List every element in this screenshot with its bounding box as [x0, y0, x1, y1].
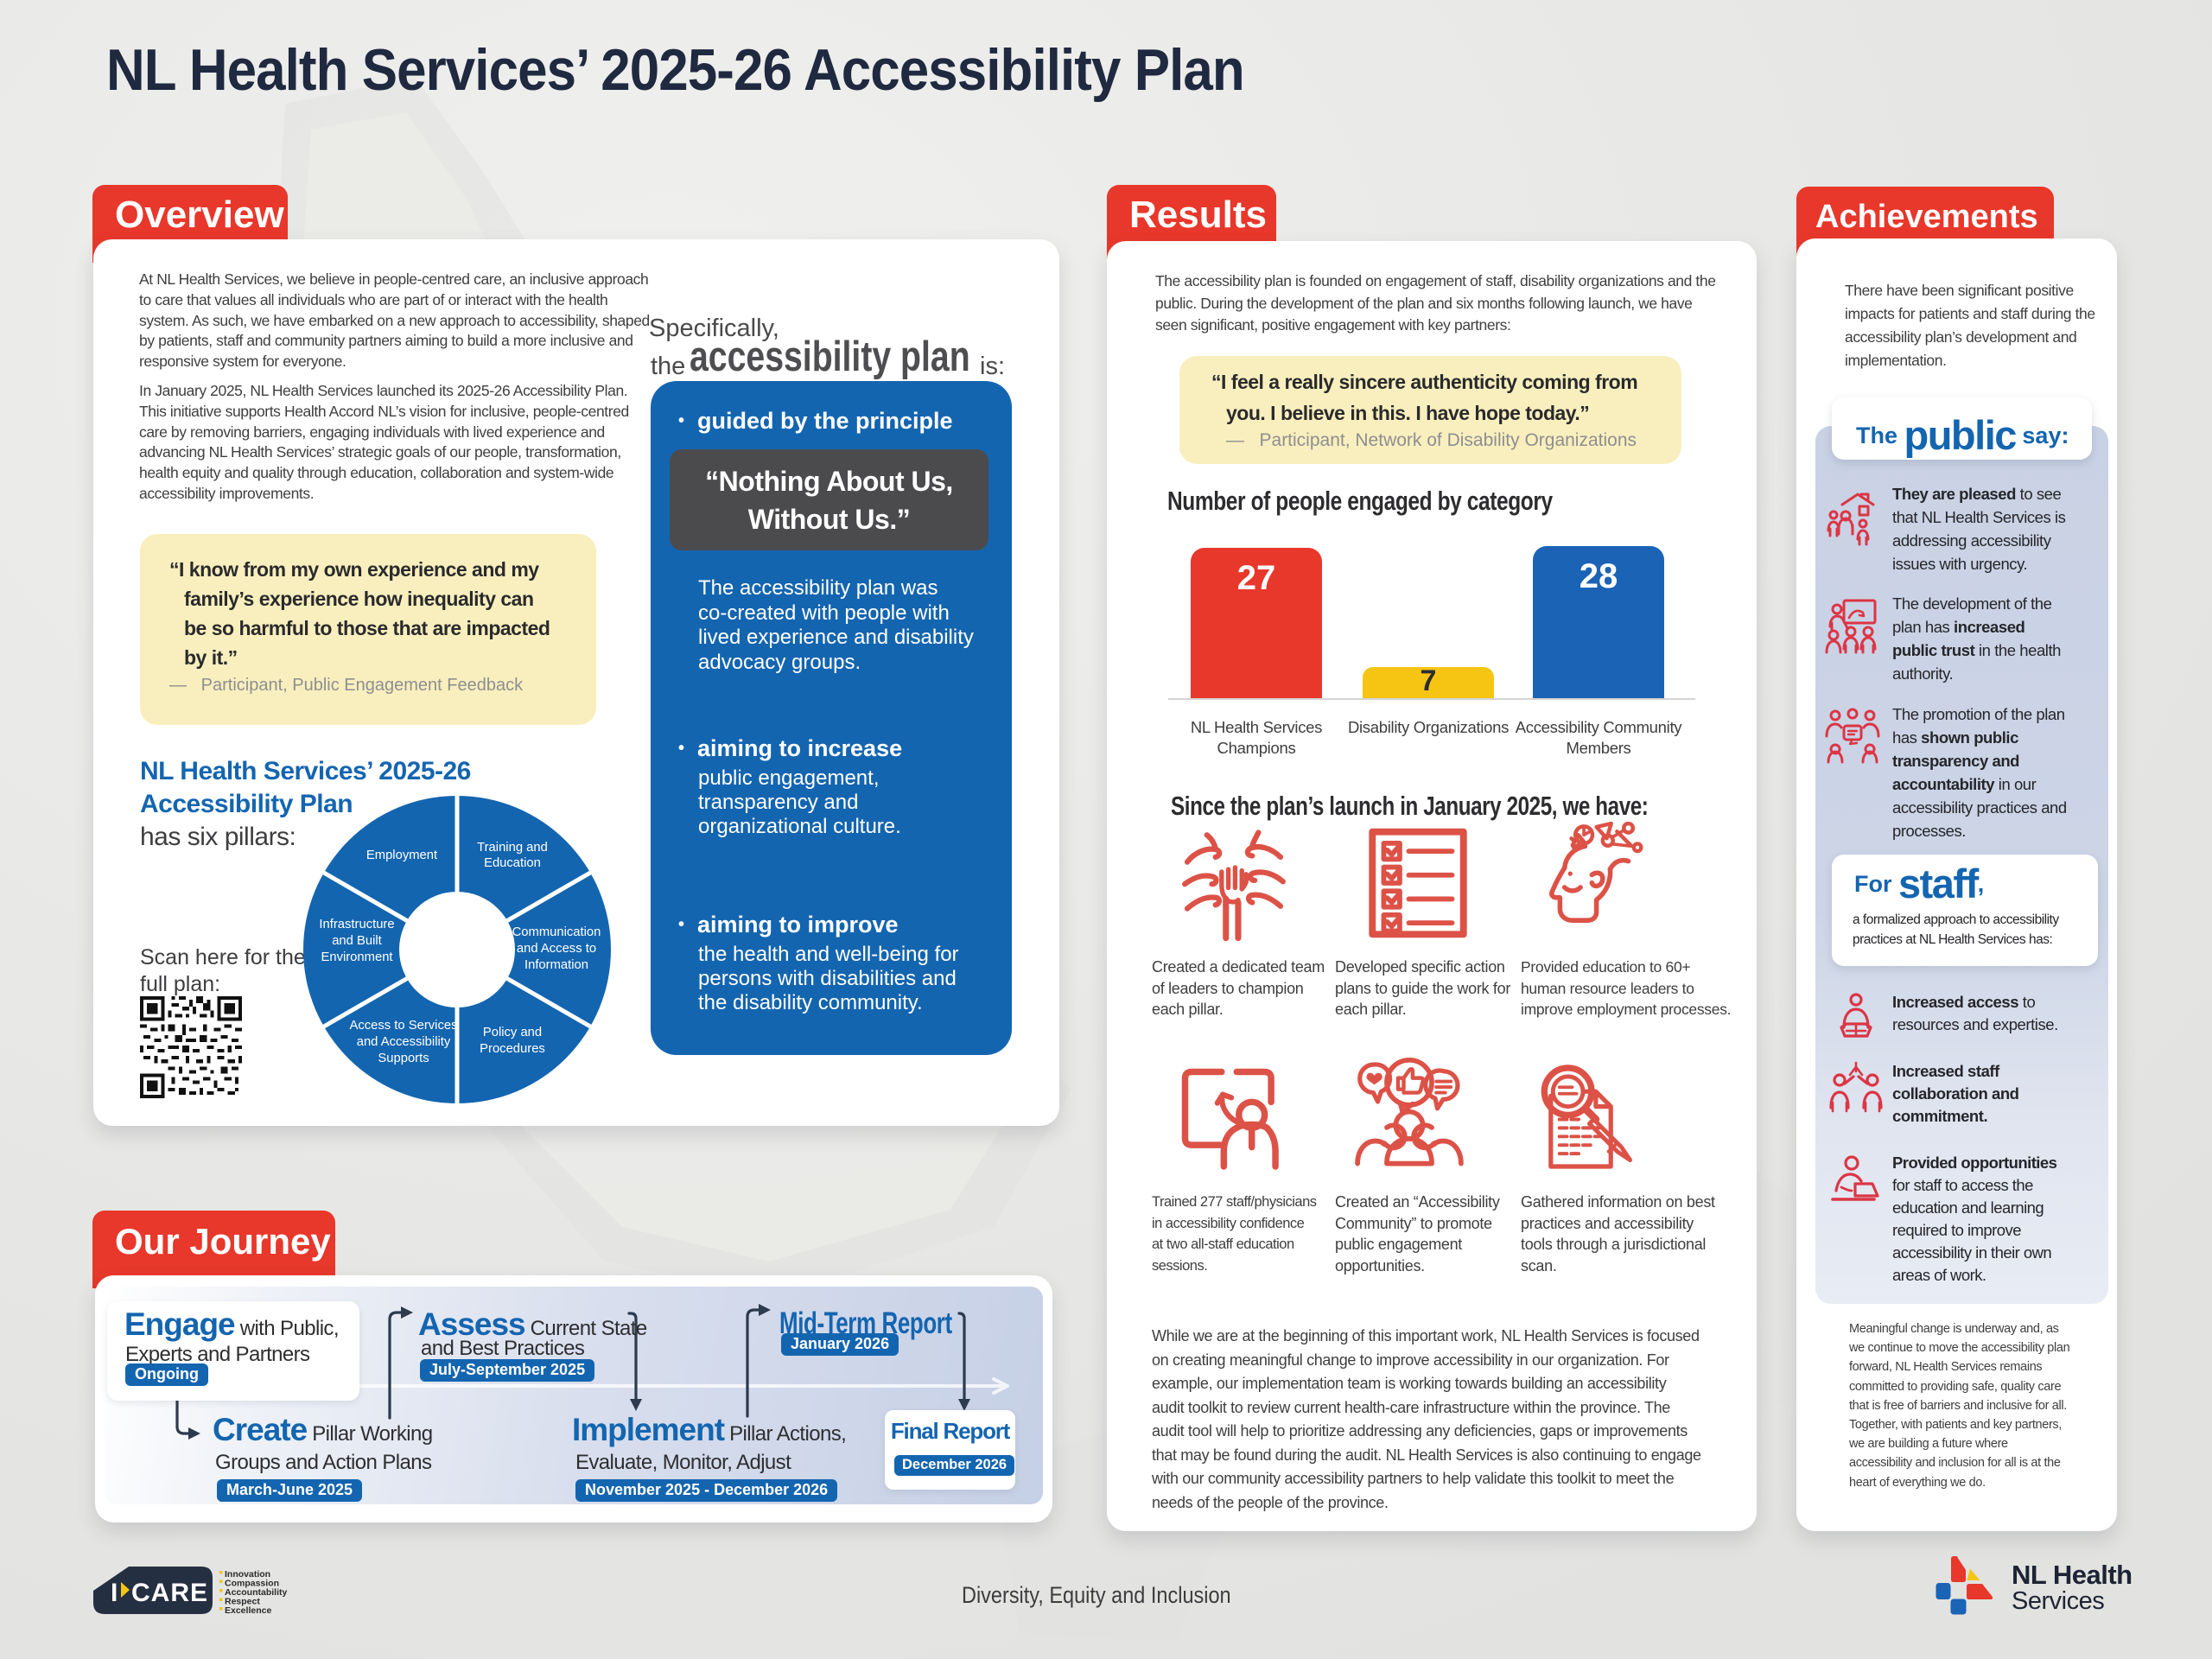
svg-text:and Built: and Built — [332, 934, 382, 948]
svg-text:Infrastructure: Infrastructure — [319, 918, 394, 931]
svg-text:Supports: Supports — [378, 1052, 429, 1065]
svg-text:Training and: Training and — [477, 841, 548, 855]
svg-text:Environment: Environment — [321, 950, 392, 964]
svg-text:Communication: Communication — [512, 925, 601, 939]
svg-text:Employment: Employment — [366, 849, 437, 862]
svg-text:Information: Information — [524, 958, 588, 972]
svg-text:Access to Services: Access to Services — [350, 1019, 458, 1033]
svg-text:Accountability: Accountability — [225, 1587, 288, 1598]
svg-text:NL Health: NL Health — [2012, 1560, 2133, 1590]
svg-text:Procedures: Procedures — [480, 1042, 545, 1056]
svg-text:Excellence: Excellence — [225, 1605, 271, 1615]
svg-text:Respect: Respect — [225, 1597, 260, 1607]
svg-text:Compassion: Compassion — [225, 1579, 279, 1589]
svg-text:Services: Services — [2012, 1587, 2104, 1615]
svg-text:Policy and: Policy and — [483, 1026, 542, 1039]
svg-text:and Accessibility: and Accessibility — [357, 1035, 451, 1049]
svg-text:and Access to: and Access to — [517, 942, 596, 956]
svg-text:CARE: CARE — [131, 1579, 208, 1607]
svg-text:Innovation: Innovation — [225, 1569, 270, 1580]
svg-text:Education: Education — [484, 856, 541, 870]
svg-text:I: I — [111, 1579, 118, 1607]
